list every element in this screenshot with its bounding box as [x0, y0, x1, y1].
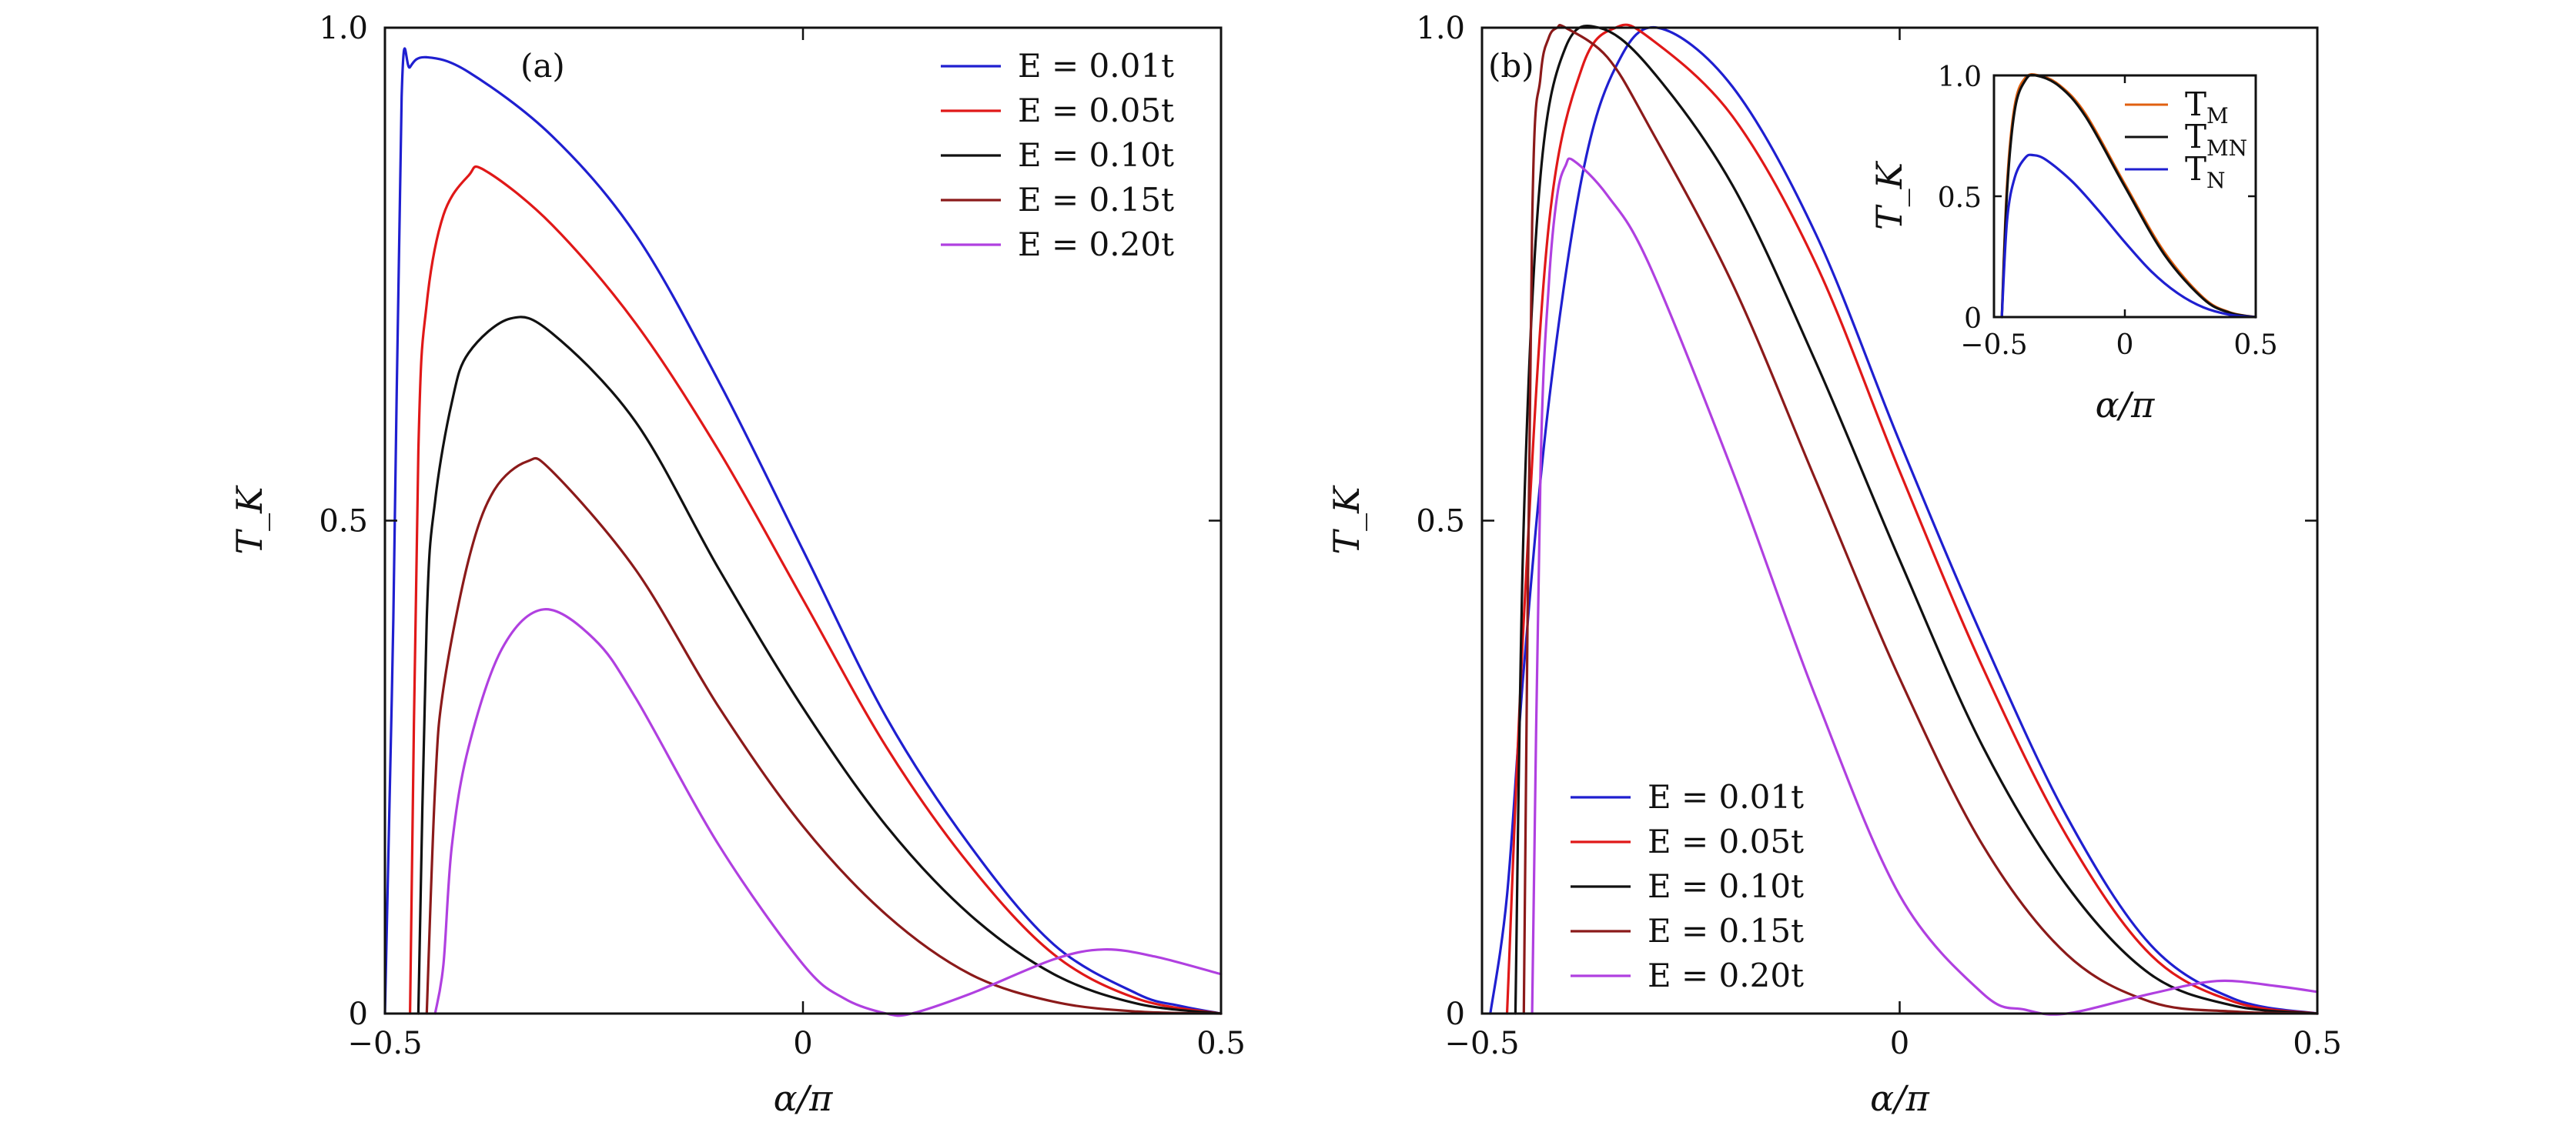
- panel-a-y-tick-label: 1.0: [319, 11, 368, 46]
- inset-legend-subscript: M: [2206, 103, 2229, 129]
- panel-a-y-tick-label: 0: [349, 997, 368, 1032]
- panel-a-x-tick-label: 0: [793, 1026, 812, 1061]
- panel-a-legend: E = 0.01t E = 0.05t E = 0.10t E = 0.15t E = …: [941, 47, 1174, 263]
- panel-b-legend-label: E = 0.20t: [1648, 957, 1804, 994]
- panel-b-legend-label: E = 0.10t: [1648, 867, 1804, 905]
- inset-series-line-3: [2000, 153, 2257, 319]
- panel-a-panel-label: (a): [520, 47, 565, 85]
- panel-a-x-axis-label: α/π: [774, 1077, 834, 1119]
- inset-legend-subscript: MN: [2206, 135, 2247, 161]
- panel-a-series-line-2: [409, 165, 1223, 1015]
- panel-a-y-axis-label: T_K: [229, 485, 270, 555]
- inset-series-line-2: [2000, 73, 2257, 319]
- inset-x-tick-label: 0.5: [2233, 329, 2277, 361]
- panel-b-y-axis-label: T_K: [1326, 485, 1367, 555]
- inset-curves: [2000, 73, 2257, 319]
- inset-y-tick-label: 0: [1964, 303, 1982, 335]
- panel-b-legend-label: E = 0.01t: [1648, 778, 1804, 816]
- inset-y-axis-label: T_K: [1868, 160, 1910, 230]
- panel-b-y-tick-label: 1.0: [1416, 11, 1465, 46]
- panel-a-curves: [383, 47, 1223, 1017]
- panel-a-x-tick-label: 0.5: [1196, 1026, 1246, 1061]
- panel-a-series-line-3: [417, 316, 1223, 1015]
- panel-a-x-tick-label: −0.5: [347, 1026, 422, 1061]
- inset-y-tick-label: 1.0: [1938, 62, 1982, 93]
- panel-a-series-line-4: [425, 457, 1223, 1015]
- panel-b-series-line-3: [1514, 25, 2319, 1015]
- panel-b-curves: [1489, 23, 2319, 1016]
- panel-a-series-line-1: [383, 47, 1223, 1015]
- panel-a-legend-label: E = 0.01t: [1018, 47, 1174, 85]
- panel-b-x-tick-label: 0: [1890, 1026, 1909, 1061]
- inset-x-tick-label: 0: [2116, 329, 2134, 361]
- panel-a-legend-label: E = 0.10t: [1018, 136, 1174, 174]
- panel-b-legend-label: E = 0.15t: [1648, 912, 1804, 950]
- panel-b-series-line-2: [1505, 23, 2319, 1015]
- panel-b-x-tick-label: 0.5: [2293, 1026, 2342, 1061]
- panel-a-legend-label: E = 0.20t: [1018, 225, 1174, 263]
- inset-x-axis-label: α/π: [2096, 384, 2156, 426]
- panel-b-x-tick-label: −0.5: [1444, 1026, 1519, 1061]
- panel-a-legend-label: E = 0.15t: [1018, 181, 1174, 219]
- panel-a-legend-label: E = 0.05t: [1018, 92, 1174, 129]
- inset-legend-subscript: N: [2206, 168, 2226, 193]
- inset-plot-background: [1994, 75, 2256, 317]
- panel-b-y-tick-label: 0: [1446, 997, 1465, 1032]
- panel-b-y-tick-label: 0.5: [1416, 504, 1465, 539]
- panel-b-series-line-4: [1522, 24, 2319, 1015]
- panel-b-x-axis-label: α/π: [1870, 1077, 1930, 1119]
- inset-y-tick-label: 0.5: [1938, 182, 1982, 214]
- inset-x-tick-label: −0.5: [1960, 329, 2027, 361]
- panel-b-series-line-5: [1531, 157, 2319, 1016]
- panel-a-y-tick-label: 0.5: [319, 504, 368, 539]
- panel-b-legend: E = 0.01t E = 0.05t E = 0.10t E = 0.15t E = …: [1571, 778, 1804, 994]
- panel-a-series-line-5: [433, 608, 1223, 1017]
- panel-b-panel-label: (b): [1488, 47, 1534, 85]
- panel-b-legend-label: E = 0.05t: [1648, 823, 1804, 860]
